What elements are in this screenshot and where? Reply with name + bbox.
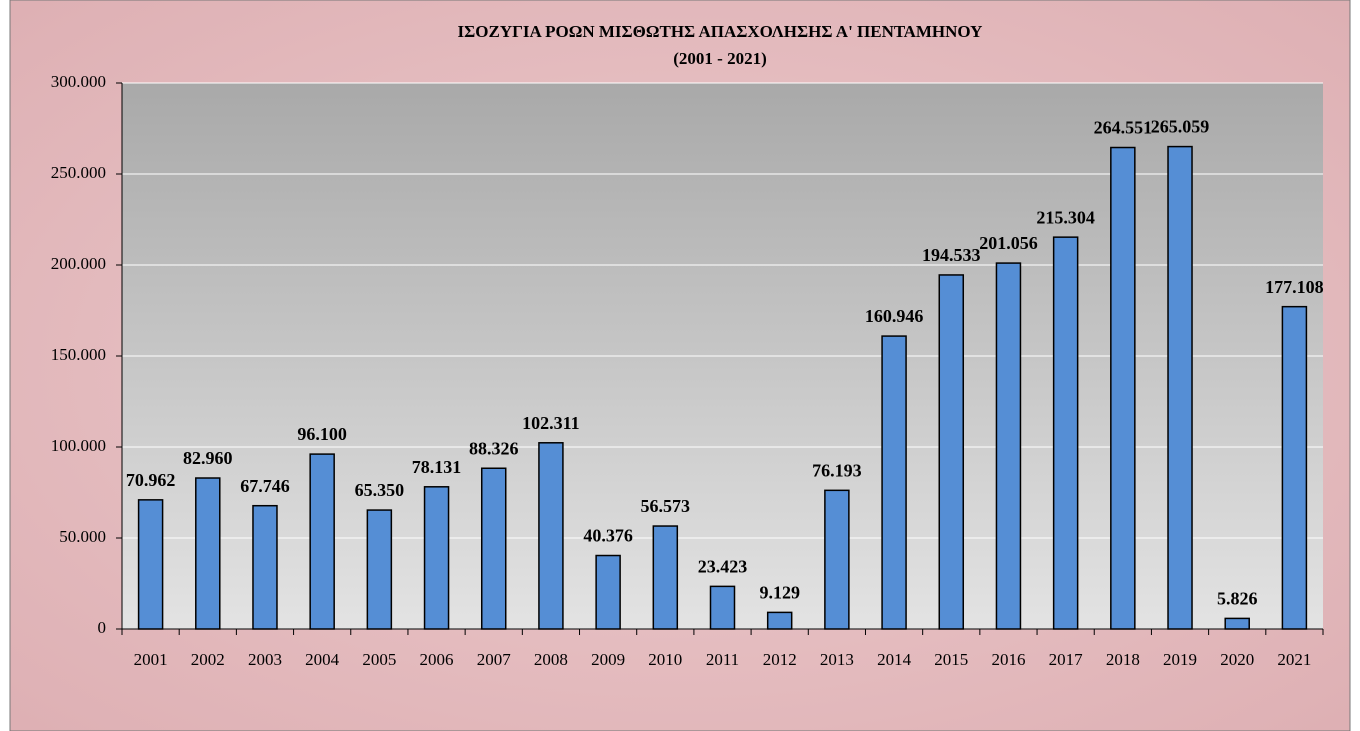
x-tick-label: 2015 [934, 650, 968, 669]
data-label: 76.193 [812, 460, 862, 480]
bar [252, 504, 278, 630]
x-tick-label: 2019 [1163, 650, 1197, 669]
x-tick-label: 2012 [763, 650, 797, 669]
bar [1167, 145, 1193, 630]
y-tick-label: 100.000 [51, 436, 106, 455]
data-label: 65.350 [355, 480, 405, 500]
bar [423, 486, 450, 630]
bar [195, 477, 221, 630]
data-label: 56.573 [641, 496, 691, 516]
x-tick-label: 2004 [305, 650, 340, 669]
y-tick-label: 50.000 [59, 527, 106, 546]
x-tick-label: 2013 [820, 650, 854, 669]
x-tick-label: 2011 [706, 650, 739, 669]
bar [595, 554, 621, 630]
data-label: 160.946 [865, 306, 924, 326]
x-tick-label: 2003 [248, 650, 282, 669]
data-label: 40.376 [583, 526, 633, 546]
data-label: 70.962 [126, 470, 176, 490]
bar [137, 499, 164, 630]
x-tick-label: 2008 [534, 650, 568, 669]
x-tick-label: 2006 [420, 650, 454, 669]
x-tick-label: 2009 [591, 650, 625, 669]
y-tick-label: 200.000 [51, 254, 106, 273]
bar [309, 453, 335, 630]
x-tick-label: 2021 [1277, 650, 1311, 669]
bar [1052, 236, 1079, 630]
bar [766, 611, 793, 630]
data-label: 82.960 [183, 448, 233, 468]
data-label: 102.311 [522, 413, 580, 433]
y-tick-label: 0 [98, 618, 107, 637]
x-tick-label: 2020 [1220, 650, 1254, 669]
data-label: 201.056 [979, 233, 1038, 253]
data-label: 78.131 [412, 457, 462, 477]
data-label: 264.551 [1094, 118, 1153, 138]
y-tick-label: 300.000 [51, 72, 106, 91]
bar [366, 509, 393, 630]
bar [1110, 146, 1136, 630]
bar [480, 467, 507, 630]
bar [709, 585, 736, 630]
x-tick-label: 2001 [134, 650, 168, 669]
chart-title: ΙΣΟΖΥΓΙΑ ΡΟΩΝ ΜΙΣΘΩΤΗΣ ΑΠΑΣΧΟΛΗΣΗΣ Α' ΠΕ… [458, 22, 983, 41]
data-label: 215.304 [1036, 207, 1095, 227]
bar [652, 525, 679, 630]
data-label: 9.129 [759, 583, 800, 603]
x-tick-label: 2017 [1049, 650, 1084, 669]
y-tick-label: 250.000 [51, 163, 106, 182]
data-label: 194.533 [922, 245, 981, 265]
data-label: 88.326 [469, 438, 519, 458]
x-tick-label: 2002 [191, 650, 225, 669]
y-tick-label: 150.000 [51, 345, 106, 364]
x-tick-label: 2014 [877, 650, 912, 669]
bar [995, 262, 1022, 630]
bar [938, 274, 965, 630]
data-label: 177.108 [1265, 277, 1324, 297]
bar [538, 442, 564, 630]
x-tick-label: 2005 [362, 650, 396, 669]
chart-subtitle: (2001 - 2021) [673, 49, 766, 68]
bar [1224, 617, 1250, 630]
data-label: 67.746 [240, 476, 290, 496]
data-label: 265.059 [1151, 117, 1210, 137]
x-tick-label: 2007 [477, 650, 512, 669]
x-tick-label: 2018 [1106, 650, 1140, 669]
bar [824, 489, 850, 630]
data-label: 96.100 [297, 424, 347, 444]
data-label: 23.423 [698, 556, 748, 576]
bar [881, 335, 907, 630]
x-tick-label: 2016 [991, 650, 1025, 669]
x-tick-label: 2010 [648, 650, 682, 669]
data-label: 5.826 [1217, 589, 1258, 609]
bar [1281, 305, 1308, 630]
